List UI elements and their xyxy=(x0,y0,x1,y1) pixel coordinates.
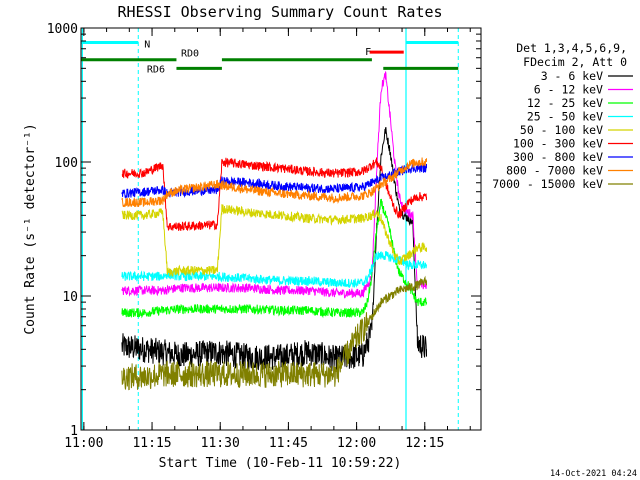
legend-label-7: 800 - 7000 keV xyxy=(506,164,603,178)
x-tick-label-4: 12:00 xyxy=(337,436,376,451)
timestamp: 14-Oct-2021 04:24 xyxy=(550,469,637,479)
legend-label-8: 7000 - 15000 keV xyxy=(492,177,603,191)
series-line-5-0 xyxy=(121,157,427,231)
annotation-label-rd0: RD0 xyxy=(181,49,199,60)
y-axis-ticks: 1 10 100 1000 xyxy=(47,22,481,439)
legend-label-0: 3 - 6 keV xyxy=(541,69,603,83)
y-tick-label-0: 1 xyxy=(70,424,78,439)
legend-label-6: 300 - 800 keV xyxy=(513,150,603,164)
annotation-label-rd6: RD6 xyxy=(147,64,165,75)
x-axis-label: Start Time (10-Feb-11 10:59:22) xyxy=(159,456,402,471)
series-line-8-0 xyxy=(121,275,427,391)
y-axis-label: Count Rate (s⁻¹ detector⁻¹) xyxy=(23,123,38,334)
series-line-4-0 xyxy=(121,204,427,277)
series-line-1-0 xyxy=(121,71,427,299)
x-tick-label-5: 12:15 xyxy=(405,436,444,451)
series-line-2-0 xyxy=(121,198,427,319)
y-tick-label-1: 10 xyxy=(62,290,78,305)
plot-area: N RD0 RD6 F xyxy=(81,28,459,430)
y-tick-label-2: 100 xyxy=(55,156,78,171)
legend: Det 1,3,4,5,6,9,FDecim 2, Att 03 - 6 keV… xyxy=(492,41,633,191)
legend-label-1: 6 - 12 keV xyxy=(534,83,603,97)
series-line-3-0 xyxy=(121,251,427,288)
plot-frame xyxy=(80,27,482,431)
legend-header-1: FDecim 2, Att 0 xyxy=(523,55,627,69)
series-line-0-0 xyxy=(121,126,427,372)
x-tick-label-3: 11:45 xyxy=(269,436,308,451)
legend-label-4: 50 - 100 keV xyxy=(520,123,603,137)
chart-title: RHESSI Observing Summary Count Rates xyxy=(117,3,442,21)
legend-label-5: 100 - 300 keV xyxy=(513,137,603,151)
series-line-7-0 xyxy=(121,157,427,208)
x-tick-label-1: 11:15 xyxy=(132,436,171,451)
legend-label-3: 25 - 50 keV xyxy=(527,110,603,124)
legend-label-2: 12 - 25 keV xyxy=(527,96,603,110)
legend-header-0: Det 1,3,4,5,6,9, xyxy=(516,41,627,55)
y-tick-label-3: 1000 xyxy=(47,22,78,37)
annotation-label-n: N xyxy=(144,39,150,50)
x-tick-label-0: 11:00 xyxy=(64,436,103,451)
annotation-label-f: F xyxy=(365,47,371,58)
x-tick-label-2: 11:30 xyxy=(201,436,240,451)
x-axis-ticks: 11:00 11:15 11:30 11:45 12:00 12:15 xyxy=(64,28,471,451)
